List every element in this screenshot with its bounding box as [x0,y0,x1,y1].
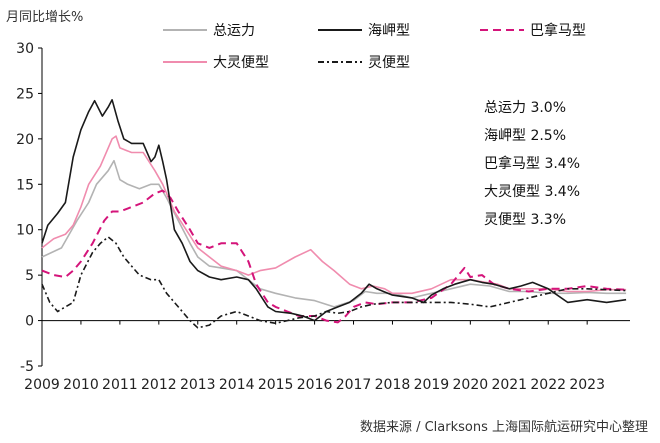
x-tick-label: 2023 [569,377,605,393]
legend-label: 巴拿马型 [530,22,586,39]
x-tick-label: 2010 [63,377,99,393]
y-tick-label: 25 [16,86,34,102]
series-line-5 [41,236,627,329]
legend-label: 大灵便型 [213,55,269,71]
value-annotation: 灵便型 3.3% [484,212,566,228]
x-tick-label: 2016 [297,377,333,393]
x-tick-label: 2013 [180,377,216,393]
value-annotations: 总运力 3.0% 海岬型 2.5% 巴拿马型 3.4% 大灵便型 3.4% 灵便型 3.… [484,100,580,228]
value-annotation: 巴拿马型 3.4% [484,155,580,172]
series-line-2 [41,99,627,322]
series-layer [41,99,627,329]
y-tick-label: 5 [25,268,34,284]
x-tick-label: 2012 [141,377,177,393]
y-tick-label: 0 [25,314,34,330]
source-note: 数据来源 / Clarksons 上海国际航运研究中心整理 [359,420,648,435]
x-tick-label: 2011 [102,377,138,393]
y-axis-title: 月同比增长% [6,10,84,25]
series-line-3 [41,189,627,324]
x-tick-label: 2020 [453,377,489,393]
x-tick-label: 2018 [375,377,411,393]
x-tick-label: 2019 [414,377,450,393]
y-tick-label: 10 [16,223,34,239]
value-annotation: 总运力 3.0% [484,100,566,116]
x-tick-label: 2015 [258,377,294,393]
x-tick-label: 2014 [219,377,255,393]
x-tick-label: 2017 [336,377,372,393]
legend-label: 总运力 [213,23,255,39]
value-annotation: 海岬型 2.5% [484,128,566,144]
y-tick-label: 20 [16,132,34,148]
x-tick-label: 2021 [491,377,527,393]
x-tick-label: 2022 [530,377,566,393]
x-tick-label: 2009 [24,377,60,393]
value-annotation: 大灵便型 3.4% [484,184,580,200]
y-tick-label: 30 [16,41,34,57]
y-tick-label: 15 [16,177,34,193]
y-tick-label: -5 [20,359,34,375]
legend-label: 灵便型 [368,55,410,71]
legend-label: 海岬型 [368,23,410,39]
